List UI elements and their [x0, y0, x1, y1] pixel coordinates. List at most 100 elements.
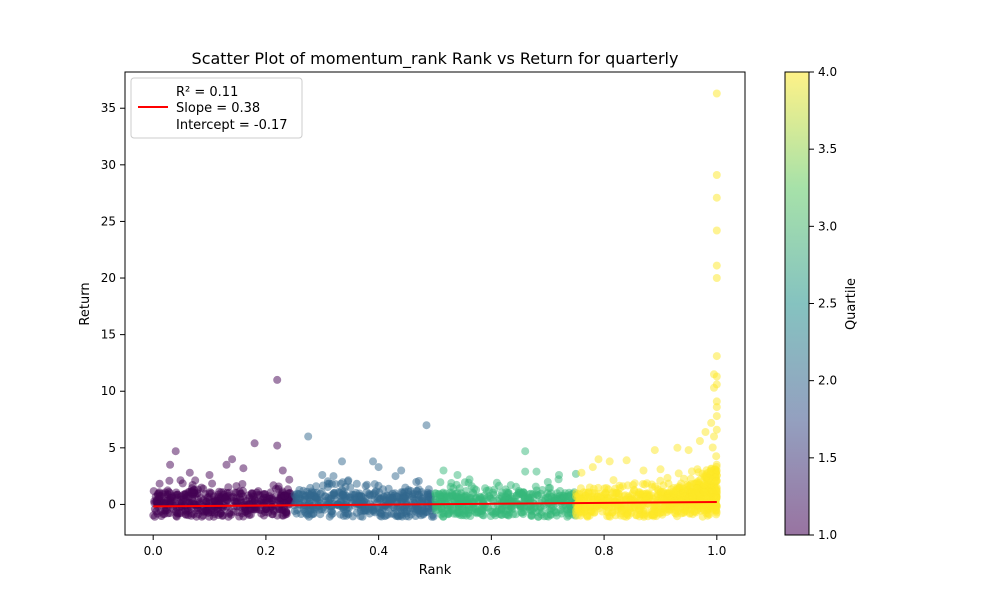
scatter-point [266, 499, 275, 508]
scatter-point [574, 502, 583, 511]
scatter-point [698, 512, 707, 521]
scatter-point [523, 502, 532, 511]
y-tick-label: 0 [108, 497, 116, 511]
scatter-point [532, 467, 541, 476]
scatter-point [588, 463, 597, 472]
legend-entry-intercept: Intercept = -0.17 [176, 118, 288, 133]
scatter-point [712, 487, 720, 496]
scatter-point [318, 471, 327, 479]
scatter-point [618, 482, 627, 491]
scatter-point [278, 466, 287, 475]
x-axis-ticks: 0.0 0.2 0.4 0.6 0.8 1.0 [144, 535, 726, 558]
scatter-point [444, 492, 453, 501]
scatter-point [609, 476, 618, 485]
x-tick-label: 0.8 [595, 544, 614, 558]
y-tick-label: 10 [101, 384, 116, 398]
scatter-point [532, 486, 541, 495]
scatter-point [455, 484, 464, 493]
scatter-point [650, 446, 659, 455]
scatter-point [712, 412, 721, 421]
scatter-point [529, 504, 538, 513]
scatter-point [401, 483, 410, 492]
scatter-point [273, 375, 282, 384]
scatter-point [210, 496, 219, 505]
scatter-point [577, 468, 586, 477]
scatter-point [712, 380, 721, 389]
scatter-point [712, 452, 721, 461]
scatter-point [617, 506, 626, 515]
scatter-point [673, 443, 682, 452]
scatter-point [635, 512, 644, 521]
scatter-point [684, 446, 693, 455]
scatter-point [374, 481, 383, 490]
scatter-point [642, 492, 651, 501]
scatter-point [307, 510, 316, 519]
scatter-point [236, 489, 245, 498]
scatter-point [707, 467, 716, 476]
scatter-point [422, 421, 431, 430]
scatter-point [412, 478, 421, 486]
scatter-point [309, 502, 317, 511]
y-tick-label: 5 [108, 441, 116, 455]
scatter-point [370, 495, 379, 504]
scatter-point [290, 507, 299, 516]
y-tick-label: 35 [101, 101, 116, 115]
scatter-point [166, 460, 175, 469]
scatter-point [273, 441, 282, 450]
colorbar-ticks: 1.0 1.5 2.0 2.5 3.0 3.5 4.0 [809, 65, 837, 542]
scatter-point [304, 432, 313, 441]
scatter-point [225, 509, 234, 518]
scatter-point [436, 478, 445, 487]
scatter-point [331, 480, 340, 489]
scatter-point [622, 512, 631, 521]
scatter-point [439, 466, 448, 475]
scatter-point [671, 486, 680, 495]
scatter-point [282, 508, 291, 517]
scatter-point [489, 488, 498, 497]
colorbar-gradient [784, 71, 810, 536]
scatter-point [274, 482, 283, 491]
scatter-point [630, 479, 639, 488]
scatter-point [397, 466, 406, 475]
scatter-point [285, 475, 294, 484]
legend-entry-r2: R² = 0.11 [176, 85, 238, 100]
y-tick-label: 25 [101, 214, 116, 228]
scatter-point [686, 474, 695, 483]
scatter-point [374, 463, 383, 472]
scatter-point [521, 447, 530, 456]
colorbar-tick-label: 3.5 [818, 142, 837, 156]
scatter-point [418, 503, 427, 512]
scatter-point [238, 509, 247, 518]
scatter-point [336, 510, 345, 519]
x-tick-label: 0.4 [369, 544, 388, 558]
scatter-point [175, 509, 184, 518]
scatter-point [712, 403, 721, 412]
scatter-point [171, 447, 180, 456]
scatter-point [700, 488, 709, 497]
scatter-point [712, 226, 721, 235]
scatter-point [656, 508, 665, 517]
scatter-point [391, 472, 400, 481]
scatter-point [475, 503, 484, 512]
scatter-point [465, 494, 474, 503]
scatter-point [451, 490, 460, 498]
scatter-point [446, 482, 455, 491]
scatter-point [561, 489, 570, 498]
scatter-point [190, 486, 199, 494]
x-tick-label: 0.6 [482, 544, 501, 558]
scatter-point [658, 501, 667, 510]
scatter-point [543, 489, 552, 498]
scatter-point [305, 490, 314, 498]
scatter-point [712, 501, 721, 510]
scatter-point [252, 488, 261, 497]
scatter-point [502, 488, 511, 497]
scatter-point [612, 489, 621, 498]
colorbar-tick-label: 4.0 [818, 65, 837, 79]
scatter-point [628, 489, 637, 498]
scatter-point [437, 504, 446, 513]
scatter-point [357, 492, 366, 501]
scatter-point [708, 443, 717, 452]
scatter-point [581, 504, 590, 513]
scatter-point [657, 487, 666, 496]
